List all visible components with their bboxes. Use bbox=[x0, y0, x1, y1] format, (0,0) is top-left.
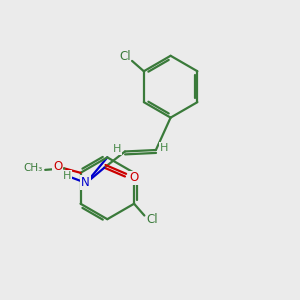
Text: CH₃: CH₃ bbox=[24, 164, 43, 173]
Text: H: H bbox=[112, 144, 121, 154]
Text: Cl: Cl bbox=[119, 50, 130, 63]
Text: O: O bbox=[129, 172, 138, 184]
Text: H: H bbox=[62, 171, 71, 181]
Text: Cl: Cl bbox=[147, 212, 158, 226]
Text: N: N bbox=[81, 176, 90, 189]
Text: O: O bbox=[53, 160, 62, 172]
Text: H: H bbox=[160, 142, 168, 153]
